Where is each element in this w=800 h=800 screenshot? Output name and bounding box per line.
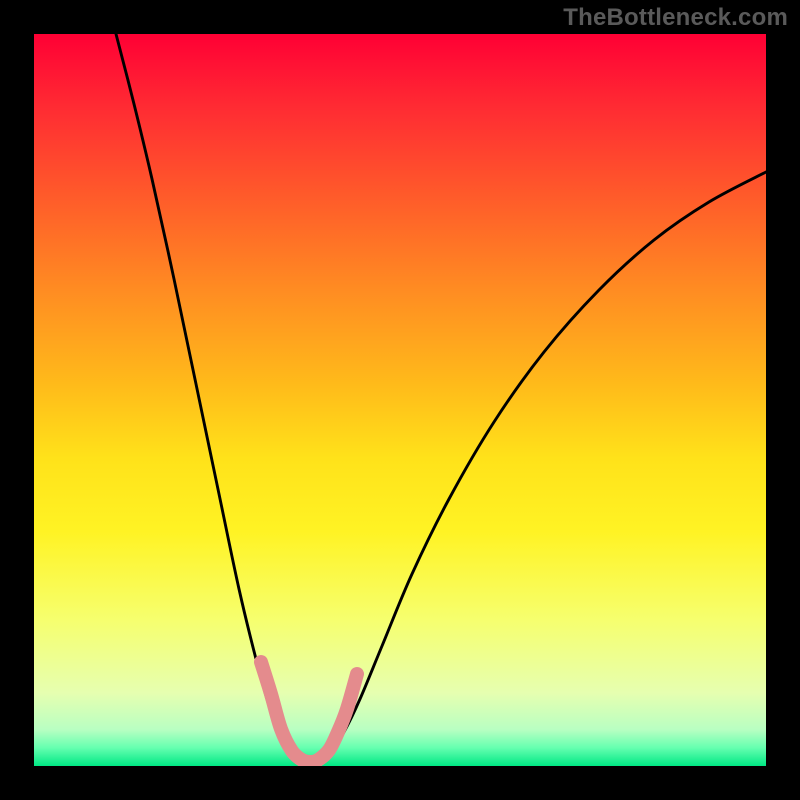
- curve-layer: [34, 34, 766, 766]
- bottleneck-curve: [116, 34, 766, 765]
- plot-area: [34, 34, 766, 766]
- chart-stage: TheBottleneck.com: [0, 0, 800, 800]
- valley-highlight: [261, 662, 357, 762]
- watermark-text: TheBottleneck.com: [563, 4, 788, 32]
